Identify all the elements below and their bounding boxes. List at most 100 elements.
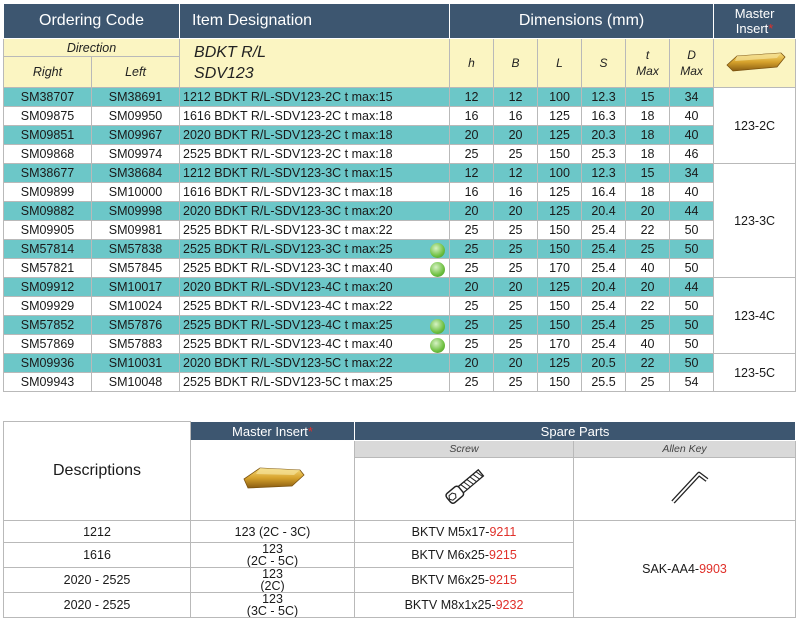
table-row: SM09943 SM10048 2525 BDKT R/L-SDV123-5C t … xyxy=(3,372,796,392)
dim-d-value: 40 xyxy=(669,125,715,145)
dim-h-value: 20 xyxy=(449,125,495,145)
insert-icon xyxy=(725,52,786,71)
designation: 1616 BDKT R/L-SDV123-2C t max:18 xyxy=(179,106,451,126)
code-left: SM10017 xyxy=(90,277,181,297)
code-left: SM57845 xyxy=(90,258,181,278)
designation-text: 2525 BDKT R/L-SDV123-4C t max:22 xyxy=(183,299,393,313)
dim-l-value: 150 xyxy=(537,372,583,392)
dim-t-value: 22 xyxy=(625,296,671,316)
dim-l-value: 125 xyxy=(537,201,583,221)
dim-b-value: 25 xyxy=(493,372,539,392)
dim-b-value: 12 xyxy=(493,87,539,107)
designation: 2525 BDKT R/L-SDV123-2C t max:18 xyxy=(179,144,451,164)
screw-code: BKTV M6x25- xyxy=(411,573,489,587)
direction-label: Direction xyxy=(2,38,181,57)
designation-line-2: SDV123 xyxy=(194,65,254,82)
dim-h-value: 25 xyxy=(449,258,495,278)
desc-value: 1212 xyxy=(3,520,191,543)
master-insert-header-lower: Master Insert* xyxy=(190,421,355,441)
dim-d-value: 50 xyxy=(669,258,715,278)
screw-value: BKTV M8x1x25-9232 xyxy=(354,592,574,618)
designation-text: 1616 BDKT R/L-SDV123-2C t max:18 xyxy=(183,109,393,123)
dim-s-value: 25.5 xyxy=(581,372,627,392)
dim-l-value: 100 xyxy=(537,87,583,107)
dim-d-value: 44 xyxy=(669,277,715,297)
dim-s-value: 25.4 xyxy=(581,296,627,316)
dim-t-value: 40 xyxy=(625,258,671,278)
dim-t-value: 22 xyxy=(625,353,671,373)
insert-line-2: (2C) xyxy=(260,579,285,593)
master-insert-header: Master Insert* xyxy=(713,3,797,39)
spare-row: 1616 123 (2C - 5C) BKTV M6x25-9215 xyxy=(3,542,796,568)
code-right: SM09936 xyxy=(3,353,92,373)
eco-leaf-icon xyxy=(430,319,446,334)
code-left: SM09974 xyxy=(90,144,181,164)
dim-h-value: 25 xyxy=(449,296,495,316)
table-row: SM09929 SM10024 2525 BDKT R/L-SDV123-4C t … xyxy=(3,296,796,316)
designation-text: 2525 BDKT R/L-SDV123-5C t max:25 xyxy=(183,375,393,389)
insert-line-1: 123 xyxy=(262,567,283,581)
dim-s-value: 12.3 xyxy=(581,163,627,183)
spare-row: 1212 123 (2C - 3C) BKTV M5x17-9211 SAK-AA4-… xyxy=(3,520,796,618)
dim-b-value: 20 xyxy=(493,201,539,221)
dim-b-value: 25 xyxy=(493,315,539,335)
designation: 1212 BDKT R/L-SDV123-2C t max:15 xyxy=(179,87,451,107)
table-row: SM38707 SM38691 1212 BDKT R/L-SDV123-2C t … xyxy=(3,87,797,164)
dim-b-value: 25 xyxy=(493,258,539,278)
dim-b: B xyxy=(493,38,539,88)
insert-line-2: (3C - 5C) xyxy=(246,604,299,618)
code-left: SM09950 xyxy=(90,106,181,126)
dim-t-max: Max xyxy=(636,64,659,78)
dim-d-value: 34 xyxy=(669,87,715,107)
screw-code: BKTV M5x17- xyxy=(411,524,490,539)
designation-text: 2525 BDKT R/L-SDV123-3C t max:22 xyxy=(183,223,393,237)
dim-s-value: 25.4 xyxy=(581,315,627,335)
dim-t-value: 18 xyxy=(625,182,671,202)
spare-parts-table: Descriptions Master Insert* Spare Parts … xyxy=(3,421,796,618)
designation: 2020 BDKT R/L-SDV123-4C t max:20 xyxy=(179,277,451,297)
dim-s-value: 25.3 xyxy=(581,144,627,164)
designation-line-1: BDKT R/L xyxy=(194,44,267,61)
allen-key-picture xyxy=(573,457,796,521)
dim-t-value: 20 xyxy=(625,277,671,297)
designation-text: 1212 BDKT R/L-SDV123-2C t max:15 xyxy=(183,90,393,104)
code-right: SM09868 xyxy=(3,144,92,164)
table-row: SM57869 SM57883 2525 BDKT R/L-SDV123-4C t … xyxy=(3,334,796,354)
asterisk: * xyxy=(768,21,774,36)
designation: 2525 BDKT R/L-SDV123-3C t max:25 xyxy=(179,239,451,259)
dim-d-value: 50 xyxy=(669,334,715,354)
dim-b-value: 25 xyxy=(493,144,539,164)
designation-text: 2525 BDKT R/L-SDV123-3C t max:25 xyxy=(183,242,393,256)
dim-l-value: 170 xyxy=(537,258,583,278)
dim-d-value: 50 xyxy=(669,220,715,240)
designation-subheader: BDKT R/L SDV123 xyxy=(179,38,451,88)
dim-d-value: 34 xyxy=(669,163,715,183)
designation-text: 2020 BDKT R/L-SDV123-3C t max:20 xyxy=(183,204,393,218)
insert-value: 123 (2C - 5C) xyxy=(190,542,355,568)
code-left: SM10000 xyxy=(90,182,181,202)
dim-h-value: 12 xyxy=(449,163,495,183)
code-left: SM10024 xyxy=(90,296,181,316)
designation: 2020 BDKT R/L-SDV123-5C t max:22 xyxy=(179,353,451,373)
dim-l-value: 125 xyxy=(537,353,583,373)
dim-l-value: 150 xyxy=(537,239,583,259)
dim-t-value: 18 xyxy=(625,125,671,145)
dim-h-value: 25 xyxy=(449,334,495,354)
designation: 2525 BDKT R/L-SDV123-3C t max:22 xyxy=(179,220,451,240)
eco-leaf-icon xyxy=(430,338,446,353)
eco-leaf-icon xyxy=(430,262,446,277)
dim-t-value: 25 xyxy=(625,239,671,259)
asterisk-lower: * xyxy=(307,423,313,439)
dim-t-value: 15 xyxy=(625,87,671,107)
master-insert-code: 123-2C xyxy=(713,87,797,164)
dim-b-value: 12 xyxy=(493,163,539,183)
designation: 2525 BDKT R/L-SDV123-5C t max:25 xyxy=(179,372,451,392)
code-right: SM09875 xyxy=(3,106,92,126)
designation: 2525 BDKT R/L-SDV123-4C t max:22 xyxy=(179,296,451,316)
table-row: SM57814 SM57838 2525 BDKT R/L-SDV123-3C t … xyxy=(3,239,796,259)
code-right: SM38707 xyxy=(3,87,92,107)
table-row: SM09905 SM09981 2525 BDKT R/L-SDV123-3C t … xyxy=(3,220,796,240)
designation: 2525 BDKT R/L-SDV123-3C t max:40 xyxy=(179,258,451,278)
master-insert-label: Master Insert xyxy=(232,423,308,439)
dim-t-value: 18 xyxy=(625,106,671,126)
